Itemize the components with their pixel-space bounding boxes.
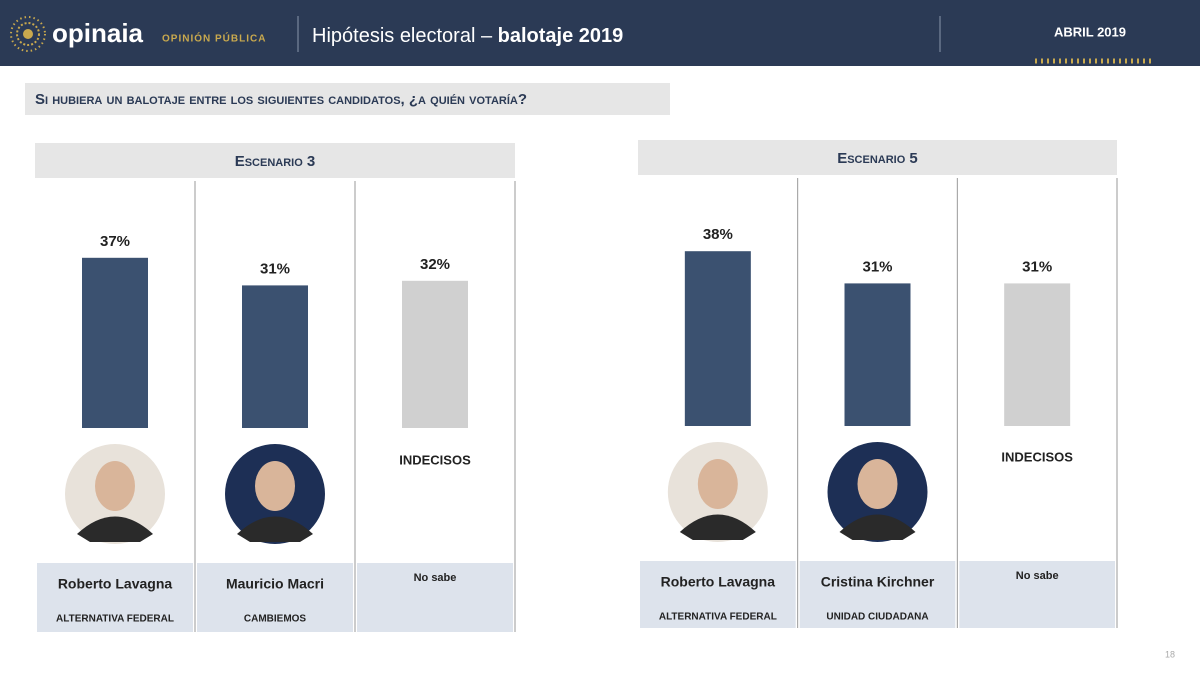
page-number: 18	[1165, 649, 1175, 659]
label-box	[197, 563, 353, 632]
bar	[684, 251, 751, 426]
candidate-photo	[667, 442, 768, 542]
label-box	[37, 563, 193, 632]
brand-sub: OPINIÓN PÚBLICA	[162, 32, 266, 45]
bar	[82, 257, 148, 428]
question: Si hubiera un balotaje entre los siguien…	[35, 91, 527, 108]
date: ABRIL 2019	[1054, 24, 1126, 39]
value-label: 31%	[260, 260, 290, 277]
photo-body	[237, 516, 313, 542]
photo-head	[857, 459, 898, 509]
brand: opinaia	[52, 18, 144, 48]
category-label: Roberto Lavagna	[661, 574, 776, 590]
bar	[1004, 283, 1071, 426]
category-label: No sabe	[414, 572, 457, 584]
question-bar	[25, 83, 670, 115]
header-title: Hipótesis electoral – balotaje 2019	[312, 25, 623, 47]
label-box	[357, 563, 513, 632]
panel-title-bar	[638, 140, 1117, 175]
category-label: Roberto Lavagna	[58, 576, 173, 592]
category-label: Cristina Kirchner	[821, 574, 935, 590]
party-label: ALTERNATIVA FEDERAL	[659, 612, 777, 623]
party-label: CAMBIEMOS	[244, 614, 307, 625]
panel-title: Escenario 3	[235, 153, 316, 170]
category-label: Mauricio Macri	[226, 576, 324, 592]
photo-head	[95, 461, 135, 511]
label-box	[799, 561, 956, 628]
undecided-label: INDECISOS	[399, 452, 471, 467]
photo-body	[679, 514, 756, 540]
photo-head	[255, 461, 295, 511]
undecided-label: INDECISOS	[1001, 449, 1073, 464]
logo-mark	[10, 16, 46, 52]
bar	[242, 285, 308, 428]
candidate-photo	[827, 442, 928, 542]
label-box	[640, 561, 796, 628]
value-label: 38%	[703, 226, 733, 243]
category-label: No sabe	[1016, 570, 1059, 582]
party-label: ALTERNATIVA FEDERAL	[56, 614, 174, 625]
photo-body	[77, 516, 153, 542]
value-label: 32%	[420, 256, 450, 273]
photo-head	[697, 459, 738, 509]
bar	[402, 280, 468, 428]
party-label: UNIDAD CIUDADANA	[826, 612, 928, 623]
value-label: 37%	[100, 233, 130, 250]
bar	[844, 283, 911, 426]
header-bar	[0, 0, 1200, 66]
panel-title: Escenario 5	[837, 150, 918, 167]
value-label: 31%	[862, 258, 892, 275]
label-box	[959, 561, 1115, 628]
panel-title-bar	[35, 143, 515, 178]
candidate-photo	[225, 444, 325, 544]
value-label: 31%	[1022, 258, 1052, 275]
candidate-photo	[65, 444, 165, 544]
photo-body	[839, 514, 916, 540]
